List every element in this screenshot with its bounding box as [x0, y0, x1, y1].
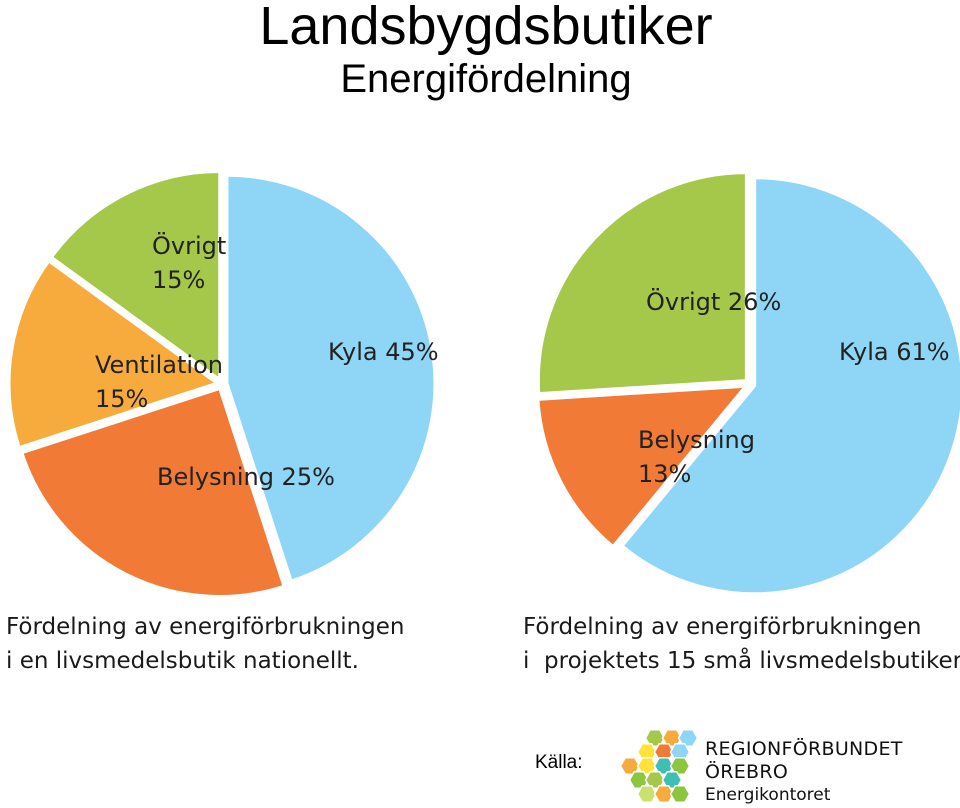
caption-national-line-1: Fördelning av energiförbrukningen	[6, 614, 405, 640]
slice-label: Övrigt 15%	[152, 231, 226, 294]
logo-hexagon	[677, 729, 699, 747]
pie-slice	[20, 386, 286, 598]
logo-hexagon	[653, 785, 675, 803]
pie-chart-project: Kyla 61% Belysning 13% Övrigt 26%	[536, 171, 960, 596]
logo-name-line-3: Energikontoret	[705, 785, 831, 805]
caption-project: Fördelning av energiförbrukningen i proj…	[523, 610, 960, 678]
caption-national-line-2: i en livsmedelsbutik nationellt.	[6, 648, 359, 674]
caption-project-line-1: Fördelning av energiförbrukningen	[523, 614, 922, 640]
pie-slice	[49, 170, 222, 383]
slice-label: Övrigt 26%	[646, 287, 781, 316]
slice-label: Ventilation 15%	[95, 351, 223, 413]
slice-label: Belysning 25%	[157, 463, 335, 491]
caption-national: Fördelning av energiförbrukningen i en l…	[6, 610, 405, 678]
slice-label: Belysning 13%	[638, 426, 755, 488]
pie-slice	[620, 176, 960, 596]
pie-chart-national: Kyla 45% Belysning 25% Ventilation 15% Övrig…	[7, 170, 439, 598]
logo-hexagon	[669, 757, 691, 775]
logo-name-line-1: REGIONFÖRBUNDET	[705, 738, 903, 760]
chart-subtitle: Energifördelning	[340, 57, 632, 101]
chart-title: Landsbygdsbutiker	[259, 0, 713, 56]
pie-slice	[536, 171, 748, 396]
slice-label: Kyla 45%	[328, 338, 439, 366]
logo-name-line-2: ÖREBRO	[705, 761, 789, 783]
pie-slice	[225, 173, 437, 583]
slice-label: Kyla 61%	[839, 338, 950, 366]
pie-slice	[7, 258, 221, 450]
pie-slice	[536, 384, 749, 549]
caption-project-line-2: i projektets 15 små livsmedelsbutiker.	[523, 648, 960, 674]
source-label: Källa:	[535, 752, 583, 773]
regionforbundet-logo-icon	[620, 729, 699, 803]
logo-hexagon	[636, 785, 658, 803]
logo-hexagon	[669, 785, 691, 803]
